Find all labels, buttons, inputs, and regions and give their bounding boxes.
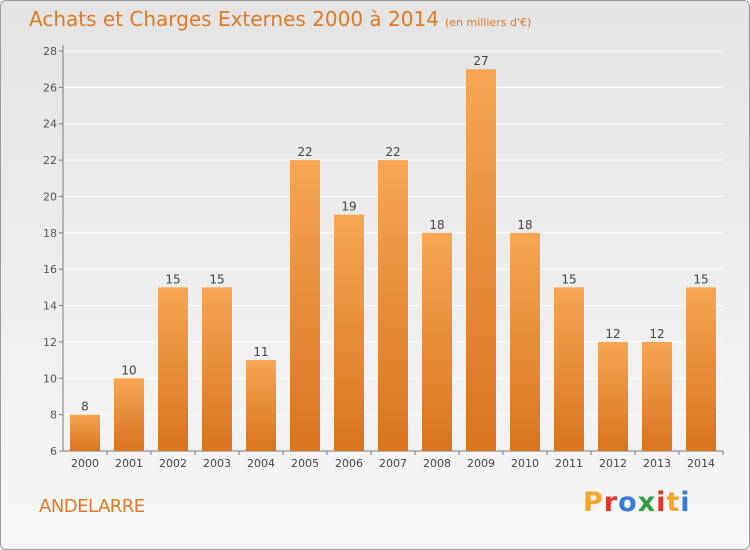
bar — [158, 287, 188, 451]
y-tick-label: 22 — [43, 154, 57, 167]
chart-title-text: Achats et Charges Externes 2000 à 2014 — [29, 7, 439, 31]
x-tick-label: 2007 — [379, 457, 407, 470]
logo-letter: r — [603, 487, 619, 518]
y-tick-label: 14 — [43, 300, 57, 313]
chart-unit: (en milliers d'€) — [444, 16, 532, 29]
data-label: 10 — [121, 363, 136, 377]
x-tick-label: 2006 — [335, 457, 363, 470]
y-tick-label: 20 — [43, 190, 57, 203]
y-tick-label: 16 — [43, 263, 57, 276]
bars — [70, 69, 716, 451]
data-label: 15 — [165, 272, 180, 286]
data-label: 27 — [473, 54, 488, 68]
logo-letter: P — [583, 487, 604, 518]
bar — [422, 232, 452, 451]
x-tick-label: 2002 — [159, 457, 187, 470]
bar — [70, 414, 100, 451]
x-tick-label: 2010 — [511, 457, 539, 470]
data-label: 19 — [341, 200, 356, 214]
x-tick-label: 2005 — [291, 457, 319, 470]
bar — [246, 360, 276, 451]
bar — [554, 287, 584, 451]
logo-letter: t — [666, 487, 681, 518]
logo-letter: i — [680, 487, 691, 518]
x-tick-label: 2014 — [687, 457, 715, 470]
logo-letter: x — [637, 487, 657, 518]
bar — [378, 160, 408, 451]
chart-title: Achats et Charges Externes 2000 à 2014 (e… — [29, 7, 531, 31]
data-label: 12 — [649, 327, 664, 341]
y-tick-label: 24 — [43, 118, 57, 131]
data-label: 15 — [561, 272, 576, 286]
y-tick-label: 18 — [43, 227, 57, 240]
x-tick-label: 2013 — [643, 457, 671, 470]
x-tick-label: 2004 — [247, 457, 275, 470]
bar — [642, 341, 672, 451]
data-label: 22 — [385, 145, 400, 159]
y-tick-label: 28 — [43, 45, 57, 58]
x-tick-label: 2008 — [423, 457, 451, 470]
data-label: 12 — [605, 327, 620, 341]
bar — [598, 341, 628, 451]
bar — [334, 214, 364, 451]
bar — [202, 287, 232, 451]
bar — [114, 378, 144, 451]
proxiti-logo[interactable]: Proxiti — [583, 487, 691, 518]
labels: 6 8 10 12 14 16 18 20 22 24 26 28 8 2000 10 2001 15 2002 1… — [43, 45, 715, 470]
data-label: 18 — [517, 218, 532, 232]
y-tick-label: 10 — [43, 372, 57, 385]
x-tick-label: 2001 — [115, 457, 143, 470]
x-tick-label: 2009 — [467, 457, 495, 470]
data-label: 8 — [81, 400, 89, 414]
x-tick-label: 2000 — [71, 457, 99, 470]
y-tick-label: 26 — [43, 81, 57, 94]
logo-letter: i — [656, 487, 667, 518]
x-tick-label: 2012 — [599, 457, 627, 470]
y-tick-label: 8 — [50, 409, 57, 422]
logo-letter: o — [618, 487, 638, 518]
x-tick-label: 2003 — [203, 457, 231, 470]
bar — [290, 160, 320, 451]
data-label: 15 — [693, 272, 708, 286]
data-label: 22 — [297, 145, 312, 159]
bar — [686, 287, 716, 451]
commune-name: ANDELARRE — [39, 496, 145, 517]
data-label: 18 — [429, 218, 444, 232]
data-label: 15 — [209, 272, 224, 286]
data-label: 11 — [253, 345, 268, 359]
bar — [510, 232, 540, 451]
y-tick-label: 6 — [50, 445, 57, 458]
bar — [466, 69, 496, 451]
y-tick-label: 12 — [43, 336, 57, 349]
x-tick-label: 2011 — [555, 457, 583, 470]
